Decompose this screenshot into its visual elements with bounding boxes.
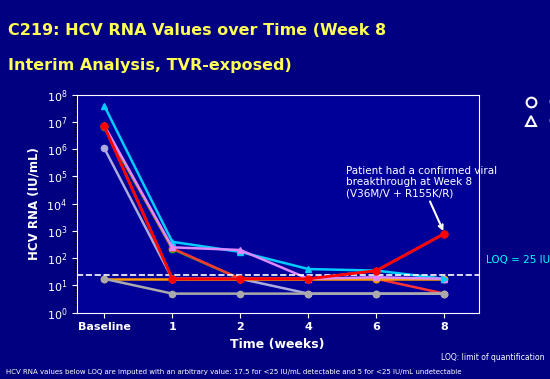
Legend: Genotype 1a, Genotype 1b: Genotype 1a, Genotype 1b [519, 96, 550, 128]
Text: HCV RNA values below LOQ are imputed with an arbitrary value: 17.5 for <25 IU/mL: HCV RNA values below LOQ are imputed wit… [6, 369, 461, 375]
Text: LOQ = 25 IU/mL: LOQ = 25 IU/mL [486, 255, 550, 265]
Text: C219: HCV RNA Values over Time (Week 8: C219: HCV RNA Values over Time (Week 8 [8, 23, 386, 38]
Y-axis label: HCV RNA (IU/mL): HCV RNA (IU/mL) [28, 147, 41, 260]
X-axis label: Time (weeks): Time (weeks) [230, 338, 325, 351]
Text: Patient had a confirmed viral
breakthrough at Week 8
(V36M/V + R155K/R): Patient had a confirmed viral breakthrou… [346, 166, 497, 229]
Text: LOQ: limit of quantification: LOQ: limit of quantification [441, 353, 544, 362]
Text: Interim Analysis, TVR-exposed): Interim Analysis, TVR-exposed) [8, 58, 292, 74]
